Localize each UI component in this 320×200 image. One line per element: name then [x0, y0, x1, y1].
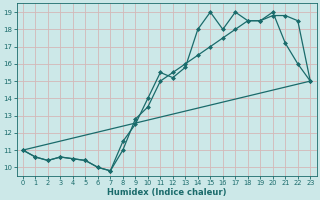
X-axis label: Humidex (Indice chaleur): Humidex (Indice chaleur)	[107, 188, 226, 197]
